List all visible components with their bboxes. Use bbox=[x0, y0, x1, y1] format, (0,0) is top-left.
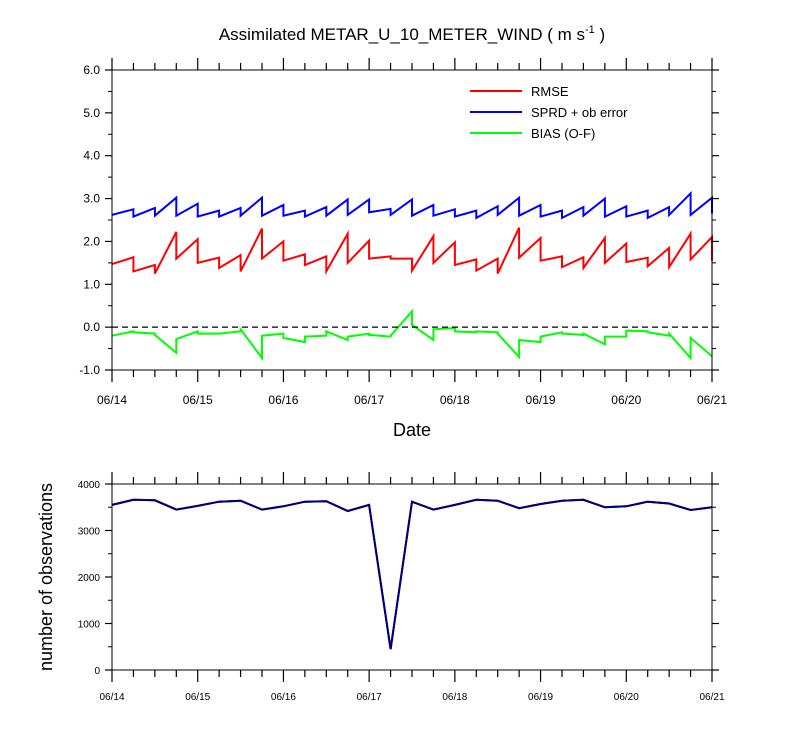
legend-label-1: SPRD + ob error bbox=[531, 105, 628, 120]
bottom-x-tick-label: 06/18 bbox=[442, 692, 467, 703]
top-y-tick-label: 5.0 bbox=[83, 106, 100, 120]
y-axis-label: number of observations bbox=[36, 483, 56, 671]
top-y-tick-label: 4.0 bbox=[83, 149, 100, 163]
top-axes: 06/14 06/15 06/16 06/17 06/18 06/19 06/20 06/21… bbox=[79, 58, 727, 407]
top-x-tick-label: 06/16 bbox=[268, 393, 298, 407]
bottom-x-tick-label: 06/15 bbox=[185, 692, 210, 703]
bottom-x-tick-label: 06/19 bbox=[528, 692, 553, 703]
top-series-line-bias-o-f bbox=[111, 308, 713, 362]
top-x-tick-label: 06/19 bbox=[526, 393, 556, 407]
top-x-tick-label: 06/18 bbox=[440, 393, 470, 407]
bottom-axes: 06/14 06/15 06/16 06/17 06/18 06/19 06/20 06/21… bbox=[78, 472, 725, 703]
chart-title: Assimilated METAR_U_10_METER_WIND ( m s-… bbox=[219, 24, 605, 44]
top-x-tick-label: 06/14 bbox=[97, 393, 127, 407]
top-x-tick-label: 06/17 bbox=[354, 393, 384, 407]
top-series-line-rmse bbox=[111, 227, 713, 276]
top-y-tick-label: -1.0 bbox=[79, 363, 100, 377]
top-y-tick-label: 2.0 bbox=[83, 234, 100, 248]
top-y-tick-label: 1.0 bbox=[83, 277, 100, 291]
bottom-plot-frame bbox=[111, 483, 713, 671]
top-x-tick-label: 06/21 bbox=[697, 393, 727, 407]
legend: RMSE SPRD + ob error BIAS (O-F) bbox=[470, 84, 628, 141]
top-series-line-sprd-ob-error bbox=[111, 190, 713, 220]
top-chart-panel: 06/14 06/15 06/16 06/17 06/18 06/19 06/20 06/21… bbox=[79, 58, 727, 407]
top-y-tick-label: 6.0 bbox=[83, 63, 100, 77]
bottom-y-tick-label: 4000 bbox=[78, 480, 101, 491]
bottom-series-group bbox=[111, 498, 713, 650]
bottom-y-tick-label: 0 bbox=[94, 666, 100, 677]
bottom-y-tick-label: 3000 bbox=[78, 527, 101, 538]
bottom-chart-panel: 06/14 06/15 06/16 06/17 06/18 06/19 06/20 06/21… bbox=[78, 472, 725, 703]
bottom-x-tick-label: 06/21 bbox=[699, 692, 724, 703]
top-x-tick-label: 06/20 bbox=[611, 393, 641, 407]
bottom-series-line-0 bbox=[111, 498, 713, 650]
bottom-x-tick-label: 06/20 bbox=[614, 692, 639, 703]
bottom-y-tick-label: 2000 bbox=[78, 573, 101, 584]
bottom-x-tick-label: 06/17 bbox=[357, 692, 382, 703]
bottom-x-tick-label: 06/14 bbox=[99, 692, 124, 703]
legend-label-0: RMSE bbox=[531, 84, 569, 99]
top-x-tick-label: 06/15 bbox=[183, 393, 213, 407]
bottom-x-tick-label: 06/16 bbox=[271, 692, 296, 703]
bottom-y-tick-label: 1000 bbox=[78, 620, 101, 631]
top-series-group bbox=[111, 190, 713, 362]
legend-label-2: BIAS (O-F) bbox=[531, 126, 595, 141]
top-y-tick-label: 3.0 bbox=[83, 192, 100, 206]
top-y-tick-label: 0.0 bbox=[83, 320, 100, 334]
bottom-series-line-1 bbox=[111, 498, 713, 650]
x-axis-label: Date bbox=[393, 420, 431, 440]
